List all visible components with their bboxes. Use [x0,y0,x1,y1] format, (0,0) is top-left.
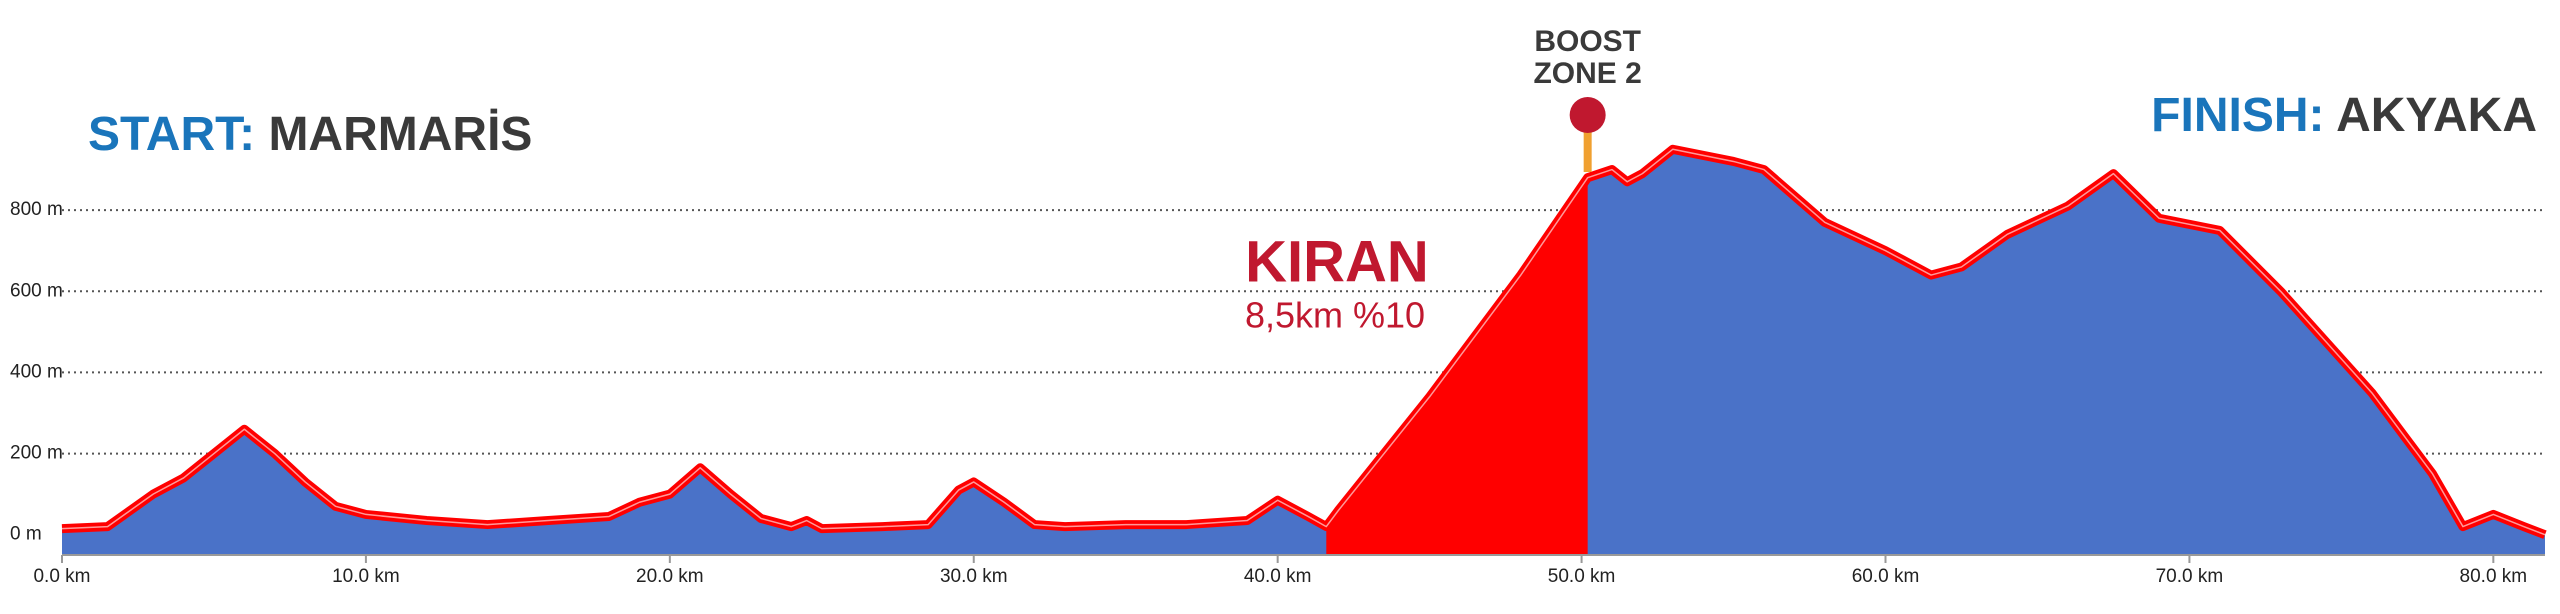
x-tick-label: 30.0 km [940,566,1008,587]
marker-dot [1569,97,1606,133]
marker-label: ZONE 2 [1533,57,1641,90]
finish-label: FINISH: AKYAKA [2151,89,2537,142]
finish-prefix: FINISH: [2151,89,2324,142]
x-tick-label: 60.0 km [1852,566,1920,587]
start-label: START: MARMARİS [88,108,532,161]
x-tick-label: 10.0 km [332,566,400,587]
y-tick-label: 600 m [10,280,63,301]
finish-name: AKYAKA [2336,89,2537,142]
elevation-area [62,149,2545,556]
start-prefix: START: [88,108,255,161]
x-tick-label: 20.0 km [636,566,704,587]
x-tick-label: 50.0 km [1548,566,1616,587]
x-tick-label: 80.0 km [2460,566,2528,587]
y-tick-label: 400 m [10,361,63,382]
y-tick-label: 200 m [10,443,63,464]
start-name: MARMARİS [268,108,532,161]
y-tick-label: 0 m [10,524,42,545]
marker-label: BOOST [1534,25,1641,58]
y-tick-label: 800 m [10,199,63,220]
x-tick-label: 40.0 km [1244,566,1312,587]
elevation-line [61,148,2546,536]
plot [61,144,2547,556]
x-tick-label: 0.0 km [33,566,90,587]
climb-detail: 8,5km %10 [1245,295,1425,336]
climb-name: KIRAN [1245,229,1429,294]
x-tick-label: 70.0 km [2156,566,2224,587]
